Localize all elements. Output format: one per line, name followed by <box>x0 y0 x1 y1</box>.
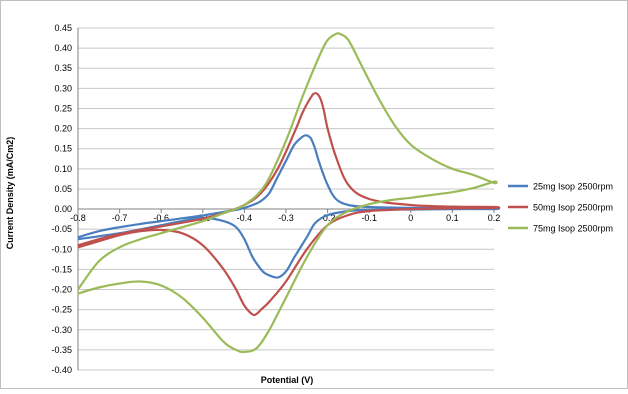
y-tick-label: -0.40 <box>51 365 72 375</box>
x-tick-label: -0.4 <box>237 213 253 223</box>
y-axis-title: Current Density (mA/Cm2) <box>5 137 15 250</box>
legend-label: 75mg Isop 2500rpm <box>533 224 613 234</box>
series-lines <box>77 32 501 354</box>
y-tick-label: 0.35 <box>54 63 72 73</box>
x-tick-label: -0.1 <box>361 213 377 223</box>
series-line-1 <box>77 134 501 279</box>
x-tick-label: -0.7 <box>112 213 128 223</box>
y-tick-label: -0.10 <box>51 244 72 254</box>
x-axis-title: Potential (V) <box>261 375 314 385</box>
y-tick-label: -0.35 <box>51 345 72 355</box>
y-tick-label: 0.00 <box>54 204 72 214</box>
legend-label: 25mg Isop 2500rpm <box>533 182 613 192</box>
series-line-3 <box>77 32 498 354</box>
legend-label: 50mg Isop 2500rpm <box>533 203 613 213</box>
y-tick-label: 0.30 <box>54 83 72 93</box>
y-tick-label: 0.10 <box>54 164 72 174</box>
y-tick-label: -0.15 <box>51 264 72 274</box>
x-tick-label: 0.1 <box>446 213 459 223</box>
y-axis-ticks: 0.45 0.40 0.35 0.30 0.25 0.20 0.15 0.10 0.05 0.00… <box>51 23 72 375</box>
y-tick-label: 0.40 <box>54 43 72 53</box>
x-tick-label: 0.2 <box>488 213 501 223</box>
x-tick-label: -0.3 <box>278 213 294 223</box>
y-tick-label: 0.45 <box>54 23 72 33</box>
y-tick-label: 0.05 <box>54 184 72 194</box>
y-tick-label: -0.30 <box>51 325 72 335</box>
y-tick-label: 0.15 <box>54 144 72 154</box>
y-tick-label: 0.25 <box>54 103 72 113</box>
x-tick-label: -0.2 <box>320 213 336 223</box>
x-tick-label: -0.6 <box>153 213 169 223</box>
y-tick-label: -0.20 <box>51 285 72 295</box>
y-tick-label: -0.05 <box>51 224 72 234</box>
legend: 25mg Isop 2500rpm 50mg Isop 2500rpm 75mg I… <box>508 182 613 234</box>
y-tick-label: -0.25 <box>51 305 72 315</box>
y-tick-label: 0.20 <box>54 124 72 134</box>
x-tick-label: 0 <box>408 213 413 223</box>
